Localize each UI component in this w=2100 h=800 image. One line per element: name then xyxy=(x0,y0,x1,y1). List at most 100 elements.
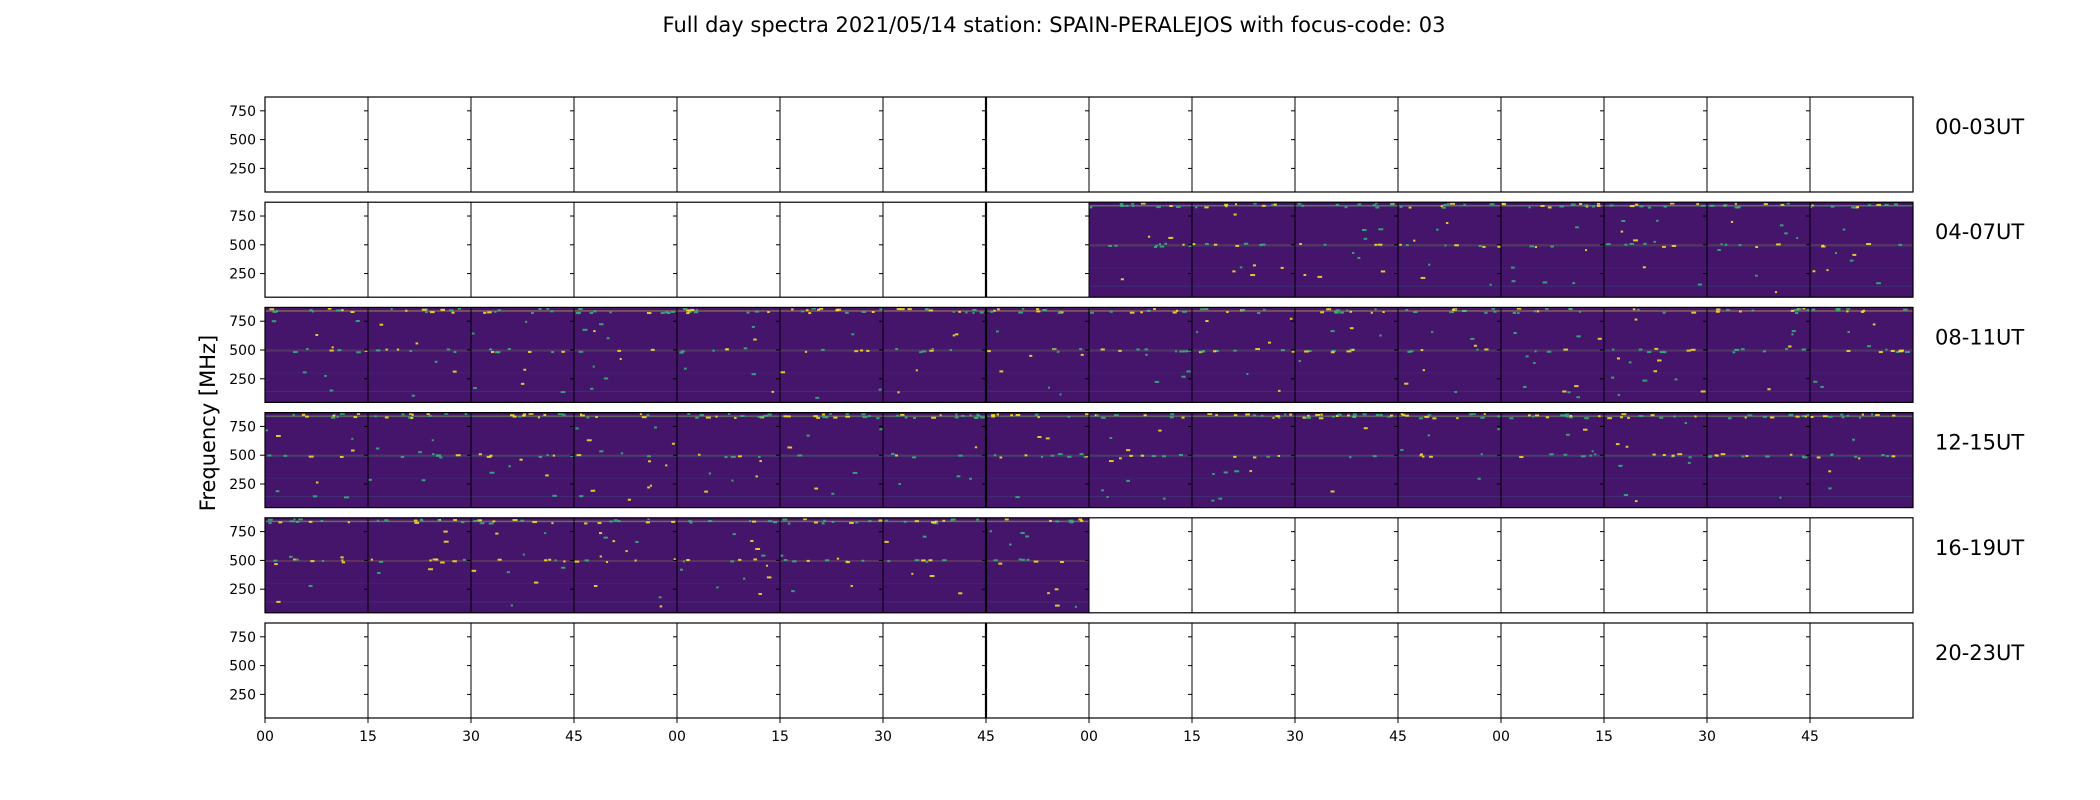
burst-speckle xyxy=(900,413,905,416)
spectrum-background xyxy=(1398,412,1501,508)
burst-speckle xyxy=(1646,351,1652,354)
burst-speckle xyxy=(1895,350,1900,353)
burst-speckle xyxy=(265,429,269,432)
burst-speckle xyxy=(1218,497,1223,500)
burst-speckle xyxy=(590,387,594,390)
burst-speckle xyxy=(969,477,972,480)
burst-speckle xyxy=(321,559,325,562)
spectrum-background xyxy=(986,307,1089,403)
burst-speckle xyxy=(1739,310,1742,313)
burst-speckle xyxy=(448,309,454,312)
burst-speckle xyxy=(1156,206,1161,209)
burst-speckle xyxy=(823,519,826,522)
burst-speckle xyxy=(330,416,336,419)
burst-speckle xyxy=(976,414,981,417)
burst-speckle xyxy=(1811,308,1816,311)
burst-speckle xyxy=(912,416,917,419)
burst-speckle xyxy=(560,391,566,394)
burst-speckle xyxy=(1182,350,1188,353)
burst-speckle xyxy=(1795,415,1800,418)
burst-speckle xyxy=(1136,348,1140,351)
burst-speckle xyxy=(1261,204,1266,207)
spectrum-cell xyxy=(883,517,986,613)
burst-speckle xyxy=(1779,224,1784,227)
burst-speckle xyxy=(537,416,540,419)
burst-speckle xyxy=(1196,331,1199,334)
burst-speckle xyxy=(1259,243,1263,246)
x-tick-label: 30 xyxy=(1286,729,1304,745)
burst-speckle xyxy=(1780,203,1785,206)
burst-speckle xyxy=(479,522,485,525)
burst-speckle xyxy=(1126,479,1130,482)
spectrum-background xyxy=(1604,307,1707,403)
burst-speckle xyxy=(1639,205,1644,208)
burst-speckle xyxy=(1335,309,1340,312)
burst-speckle xyxy=(1624,243,1628,246)
spectrum-cell xyxy=(1398,307,1501,403)
burst-speckle xyxy=(1841,416,1845,419)
burst-speckle xyxy=(861,413,866,416)
burst-speckle xyxy=(866,349,870,352)
burst-speckle xyxy=(1278,389,1281,392)
burst-speckle xyxy=(1374,202,1378,205)
burst-speckle xyxy=(1015,496,1020,499)
burst-speckle xyxy=(1584,417,1589,420)
burst-speckle xyxy=(1100,348,1105,351)
row-label: 00-03UT xyxy=(1935,115,2024,139)
burst-speckle xyxy=(1052,348,1057,351)
burst-speckle xyxy=(1140,454,1145,457)
burst-speckle xyxy=(1129,311,1135,314)
burst-speckle xyxy=(1404,382,1409,385)
burst-speckle xyxy=(520,382,525,385)
burst-speckle xyxy=(746,311,750,314)
spectrum-cell xyxy=(1501,202,1604,298)
burst-speckle xyxy=(1634,500,1638,503)
burst-speckle xyxy=(1866,345,1872,348)
burst-speckle xyxy=(1374,243,1378,246)
burst-speckle xyxy=(497,558,502,561)
burst-speckle xyxy=(1751,309,1755,312)
burst-speckle xyxy=(1767,388,1771,391)
burst-speckle xyxy=(1642,379,1648,382)
spectrum-background xyxy=(677,517,780,613)
burst-speckle xyxy=(1409,350,1414,353)
burst-speckle xyxy=(748,520,752,523)
burst-speckle xyxy=(1740,348,1745,351)
burst-speckle xyxy=(1429,455,1433,458)
spectrum-cell xyxy=(677,517,780,613)
burst-speckle xyxy=(557,413,563,416)
y-tick-label: 500 xyxy=(229,133,256,149)
burst-speckle xyxy=(324,374,327,377)
burst-speckle xyxy=(446,348,451,351)
burst-speckle xyxy=(822,416,827,419)
burst-speckle xyxy=(609,520,613,523)
burst-speckle xyxy=(1085,413,1090,416)
burst-speckle xyxy=(1849,259,1854,262)
burst-speckle xyxy=(903,520,907,523)
burst-speckle xyxy=(814,487,819,490)
burst-speckle xyxy=(308,455,314,458)
burst-speckle xyxy=(758,455,761,458)
burst-speckle xyxy=(772,521,778,524)
spectrum-background xyxy=(883,517,986,613)
burst-speckle xyxy=(787,446,793,449)
burst-speckle xyxy=(582,328,588,331)
burst-speckle xyxy=(578,308,583,311)
burst-speckle xyxy=(431,439,434,442)
burst-speckle xyxy=(1572,282,1576,285)
burst-speckle xyxy=(548,558,552,561)
burst-speckle xyxy=(1569,414,1573,417)
burst-speckle xyxy=(1643,242,1647,245)
burst-speckle xyxy=(899,308,905,311)
burst-speckle xyxy=(999,370,1004,373)
spectrum-background xyxy=(1707,307,1810,403)
burst-speckle xyxy=(1405,244,1409,247)
burst-speckle xyxy=(453,518,457,521)
burst-speckle xyxy=(1382,311,1385,314)
row-20-23ut: 750 500 250 20-23UT xyxy=(229,622,2024,719)
burst-speckle xyxy=(563,560,566,563)
burst-speckle xyxy=(1374,308,1377,311)
burst-speckle xyxy=(1145,353,1148,356)
burst-speckle xyxy=(339,455,344,458)
burst-speckle xyxy=(1047,386,1051,389)
